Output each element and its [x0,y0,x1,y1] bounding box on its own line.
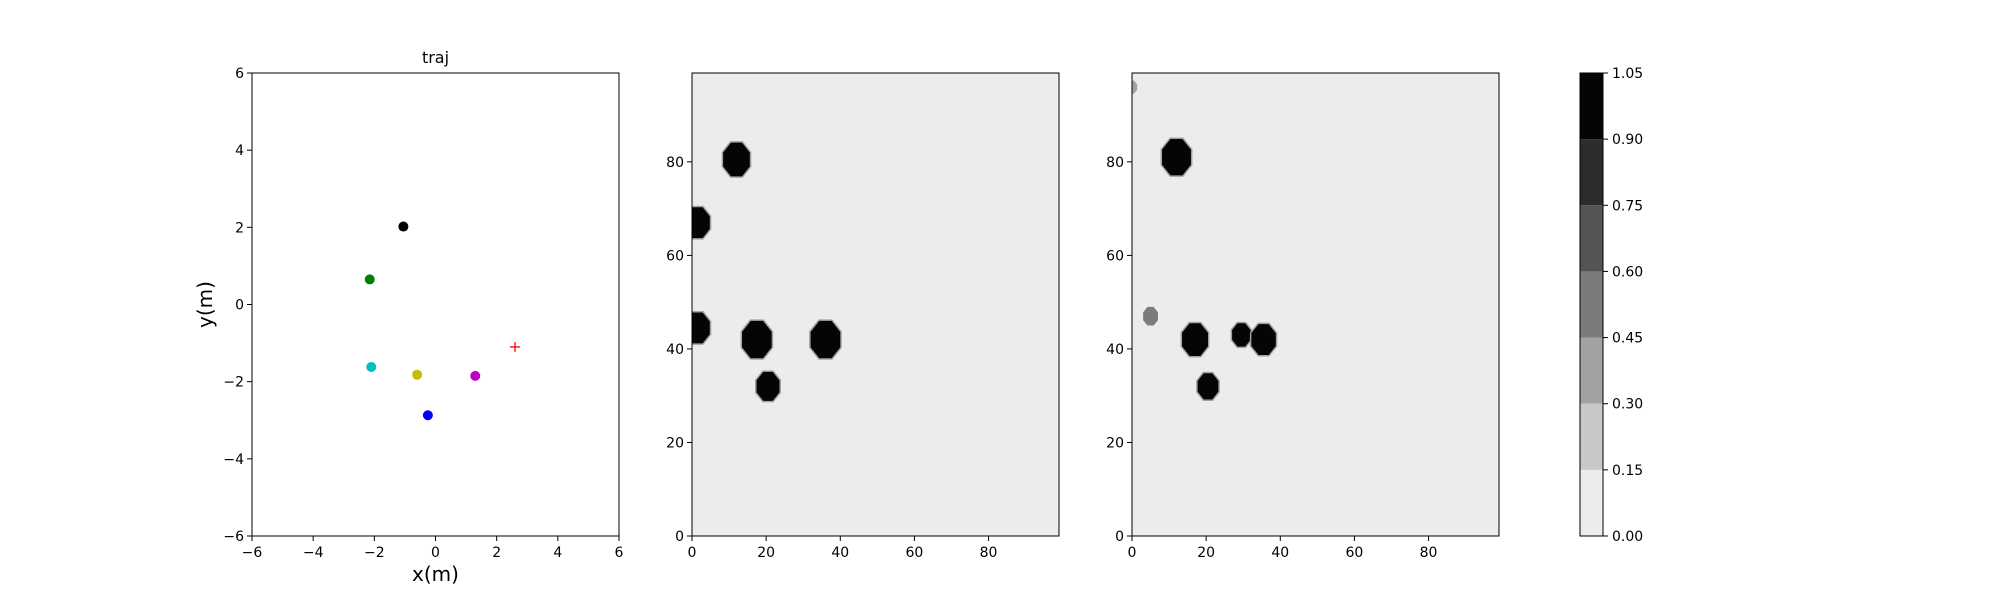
agent-point [366,362,377,373]
axes-frame [691,72,1060,537]
x-tick-label: 6 [615,545,624,561]
obstacle-blob [692,312,710,344]
heatmap-cells [692,73,1059,536]
colorbar-segment [1580,139,1603,206]
x-tick-label: 60 [906,545,924,561]
obstacle-blob [1132,80,1138,94]
obstacle-blob [1143,306,1158,326]
obstacle-blob [756,371,780,401]
x-tick-label: 20 [757,545,775,561]
x-tick-label: 20 [1197,545,1215,561]
y-tick-label: 6 [235,66,244,82]
heatmap-background [692,73,1059,536]
x-tick-label: 0 [688,545,697,561]
obstacle-blob [1197,373,1219,400]
heatmap-cells [1132,73,1499,536]
x-axis-label: x(m) [412,562,459,586]
colorbar-segment [1580,337,1603,404]
agent-point [364,274,375,285]
obstacle-blob [1251,324,1276,356]
obstacle-blob [1182,323,1208,356]
x-tick-label: 2 [492,545,501,561]
y-tick-label: 4 [235,143,244,159]
x-tick-label: 40 [1271,545,1289,561]
occupancy-map-2-panel: 0 20 40 60 80 0 20 40 60 80 [1106,72,1500,561]
y-tick-label: 0 [235,298,244,314]
x-tick-label: 4 [553,545,562,561]
x-tick-label: 0 [431,545,440,561]
chart-title: traj [422,48,449,67]
x-tick-label: 0 [1128,545,1137,561]
colorbar-tick-label: 0.60 [1612,264,1643,280]
agent-point [412,369,423,380]
colorbar-segment [1580,205,1603,272]
x-tick-label: 40 [831,545,849,561]
heatmap-background [1132,73,1499,536]
obstacle-blob [1232,323,1251,347]
y-tick-label: 20 [1106,435,1124,451]
axes-frame [1131,72,1500,537]
goal-marker [510,341,521,352]
colorbar-tick-label: 0.00 [1612,529,1643,545]
y-tick-label: 40 [1106,342,1124,358]
agent-point [398,221,409,232]
colorbar-tick-label: 1.05 [1612,66,1643,82]
y-tick-label: −6 [223,529,244,545]
y-tick-label: −2 [223,375,244,391]
colorbar-segment [1580,73,1603,140]
obstacle-blob [742,320,772,359]
traj-panel: −6 −4 −2 0 2 4 6 −6 −4 −2 0 2 4 6 traj x(m) y(m) [193,48,624,586]
y-tick-label: 2 [235,220,244,236]
y-tick-label: 20 [666,435,684,451]
colorbar-tick-label: 0.45 [1612,331,1643,347]
obstacle-blob [810,320,841,359]
y-tick-label: 0 [675,529,684,545]
occupancy-map-1-panel: 0 20 40 60 80 0 20 40 60 80 [666,72,1060,561]
colorbar-segment [1580,469,1603,536]
y-tick-label: 80 [1106,155,1124,171]
x-tick-label: −6 [242,545,263,561]
colorbar-panel: 0.00 0.15 0.30 0.45 0.60 0.75 0.90 1.05 [1579,66,1643,545]
y-tick-label: 0 [1115,529,1124,545]
obstacle-blob [692,207,710,239]
colorbar-frame [1579,72,1604,537]
obstacle-blob [723,142,750,177]
x-tick-label: 60 [1346,545,1364,561]
colorbar-segment [1580,271,1603,338]
colorbar-tick-label: 0.15 [1612,463,1643,479]
x-tick-label: 80 [1420,545,1438,561]
traj-plot-area [252,73,619,536]
colorbar-tick-label: 0.90 [1612,132,1643,148]
y-tick-label: 80 [666,155,684,171]
y-tick-label: −4 [223,452,244,468]
colorbar-tick-label: 0.30 [1612,397,1643,413]
y-tick-label: 60 [666,248,684,264]
agent-point [422,410,433,421]
x-tick-label: −2 [364,545,385,561]
axes-frame [251,72,620,537]
colorbar-segment [1580,403,1603,470]
x-tick-label: −4 [303,545,324,561]
y-tick-label: 40 [666,342,684,358]
y-axis-label: y(m) [193,281,217,328]
colorbar-tick-label: 0.75 [1612,198,1643,214]
y-tick-label: 60 [1106,248,1124,264]
obstacle-blob [1162,138,1191,176]
agent-point [470,370,481,381]
x-tick-label: 80 [980,545,998,561]
